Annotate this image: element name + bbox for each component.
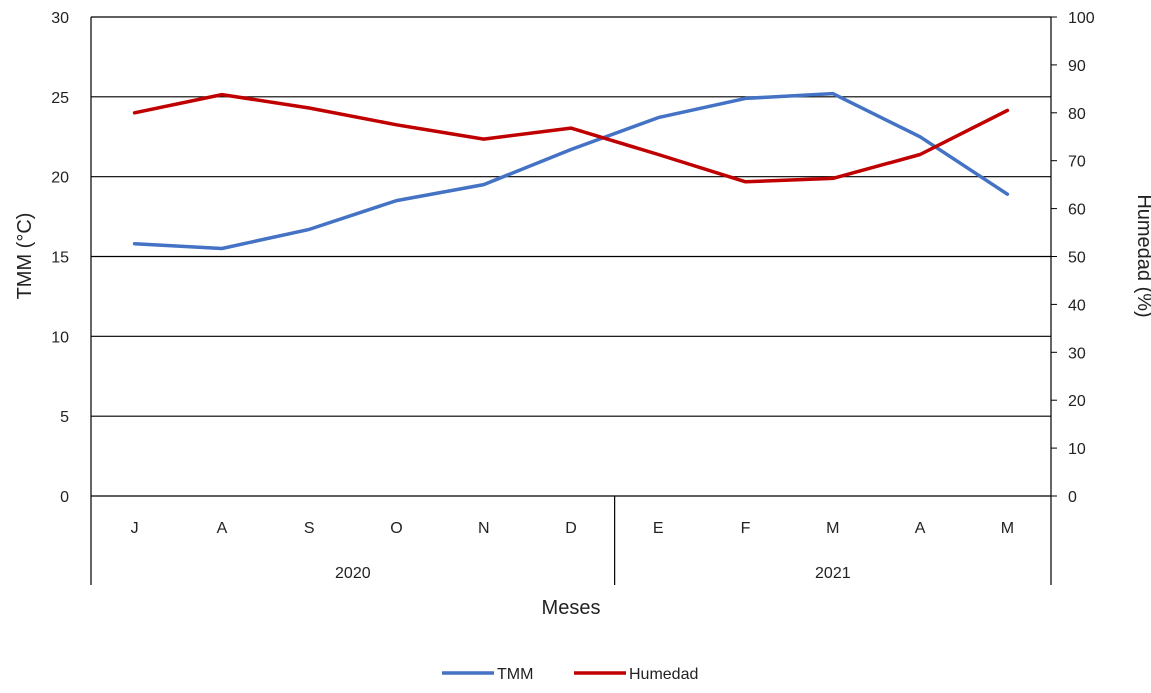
x-tick-label: O	[390, 520, 402, 537]
series-line-humedad	[132, 92, 1010, 184]
series-lines	[132, 91, 1010, 251]
y-right-tick-label: 80	[1068, 106, 1086, 123]
y-left-tick-label: 15	[51, 250, 69, 267]
x-tick-label: M	[826, 520, 839, 537]
y-left-tick-label: 5	[60, 409, 69, 426]
axes: 0 5 10 15 20 25 30 0 10 20 30 40 50 60 70 80 90 100 J A S O N D…	[51, 10, 1095, 585]
y-right-tick-label: 30	[1068, 345, 1086, 362]
x-tick-label: M	[1001, 520, 1014, 537]
y-right-tick-label: 0	[1068, 489, 1077, 506]
x-group-label: 2020	[335, 565, 371, 582]
x-tick-label: N	[478, 520, 490, 537]
x-group-label: 2021	[815, 565, 851, 582]
x-tick-label: S	[304, 520, 315, 537]
y-right-tick-label: 90	[1068, 58, 1086, 75]
y-right-tick-label: 70	[1068, 154, 1086, 171]
y-left-tick-label: 30	[51, 10, 69, 27]
y-left-tick-label: 0	[60, 489, 69, 506]
y-right-tick-label: 20	[1068, 393, 1086, 410]
x-tick-label: D	[565, 520, 577, 537]
y-left-tick-label: 25	[51, 90, 69, 107]
legend-label: TMM	[497, 666, 533, 683]
y-right-tick-label: 10	[1068, 441, 1086, 458]
gridlines	[91, 16, 1051, 497]
y-right-axis-title: Humedad (%)	[1133, 194, 1151, 317]
y-right-tick-label: 100	[1068, 10, 1095, 27]
legend: TMM Humedad	[442, 666, 698, 683]
x-tick-label: E	[653, 520, 664, 537]
axis-labels: TMM (°C) Humedad (%) Meses	[14, 194, 1151, 619]
y-left-tick-label: 20	[51, 170, 69, 187]
y-left-axis-title: TMM (°C)	[14, 213, 36, 300]
y-right-tick-label: 60	[1068, 202, 1086, 219]
x-tick-label: F	[741, 520, 751, 537]
y-right-tick-label: 50	[1068, 250, 1086, 267]
y-right-tick-label: 40	[1068, 297, 1086, 314]
x-tick-label: J	[131, 520, 139, 537]
x-tick-label: A	[915, 520, 926, 537]
series-line-tmm	[132, 91, 1010, 251]
x-tick-label: A	[217, 520, 228, 537]
x-axis-title: Meses	[542, 597, 601, 619]
legend-label: Humedad	[629, 666, 698, 683]
y-left-tick-label: 10	[51, 329, 69, 346]
